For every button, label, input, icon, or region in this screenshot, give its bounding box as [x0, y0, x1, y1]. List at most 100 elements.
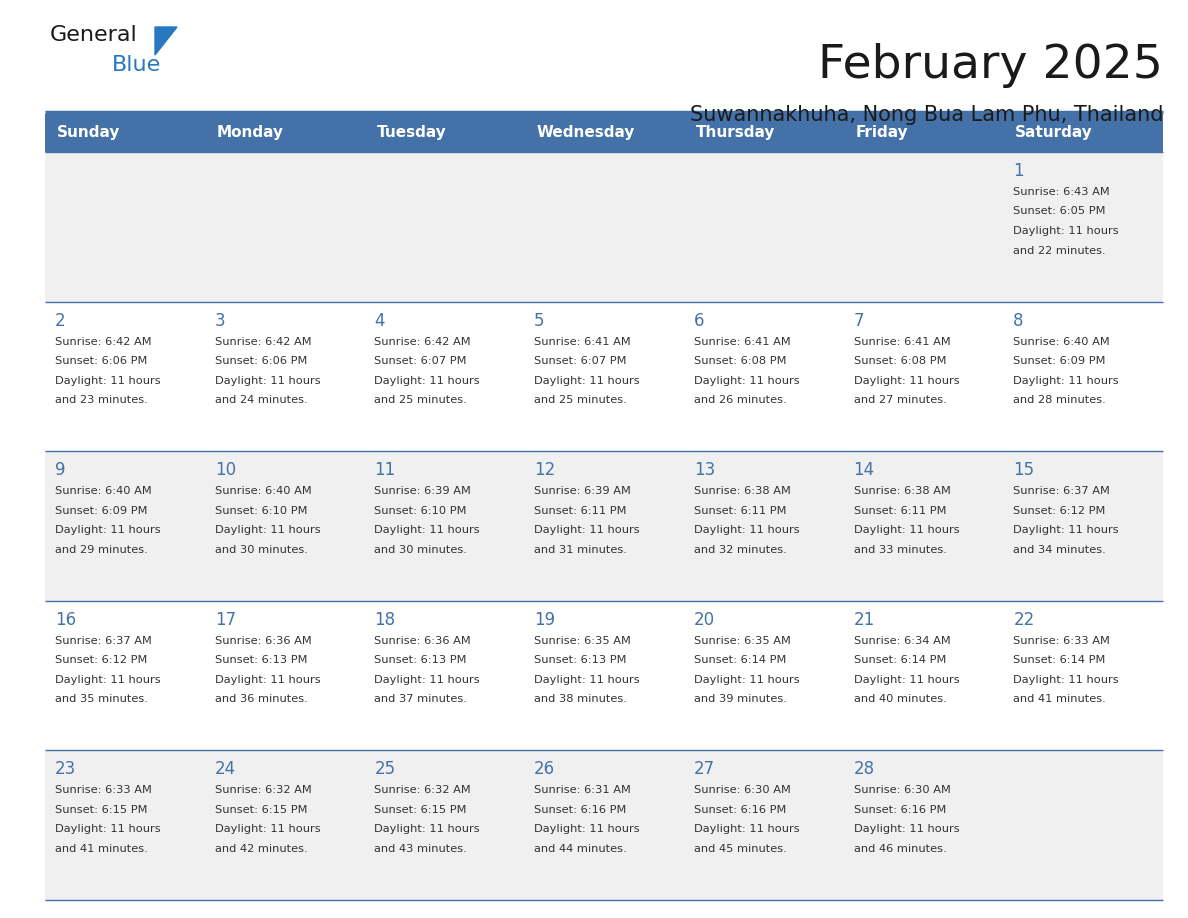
- Text: Daylight: 11 hours: Daylight: 11 hours: [215, 525, 321, 535]
- Text: Sunset: 6:15 PM: Sunset: 6:15 PM: [55, 805, 147, 815]
- Bar: [45, 114, 1163, 152]
- Text: 2: 2: [55, 311, 65, 330]
- Text: Sunset: 6:11 PM: Sunset: 6:11 PM: [694, 506, 786, 516]
- Text: and 33 minutes.: and 33 minutes.: [853, 544, 947, 554]
- Text: and 41 minutes.: and 41 minutes.: [1013, 694, 1106, 704]
- Text: Sunrise: 6:39 AM: Sunrise: 6:39 AM: [535, 487, 631, 497]
- Text: Thursday: Thursday: [696, 126, 776, 140]
- Text: 9: 9: [55, 461, 65, 479]
- Text: and 22 minutes.: and 22 minutes.: [1013, 245, 1106, 255]
- Text: Daylight: 11 hours: Daylight: 11 hours: [374, 824, 480, 834]
- Text: Sunset: 6:14 PM: Sunset: 6:14 PM: [1013, 655, 1106, 666]
- Text: Sunset: 6:12 PM: Sunset: 6:12 PM: [1013, 506, 1106, 516]
- Text: and 39 minutes.: and 39 minutes.: [694, 694, 786, 704]
- Text: 18: 18: [374, 610, 396, 629]
- Text: Daylight: 11 hours: Daylight: 11 hours: [853, 525, 959, 535]
- Text: Sunrise: 6:41 AM: Sunrise: 6:41 AM: [694, 337, 790, 347]
- Bar: [45, 750, 1163, 900]
- Text: 21: 21: [853, 610, 874, 629]
- Text: and 36 minutes.: and 36 minutes.: [215, 694, 308, 704]
- Text: Daylight: 11 hours: Daylight: 11 hours: [694, 675, 800, 685]
- Text: Daylight: 11 hours: Daylight: 11 hours: [853, 375, 959, 386]
- Text: and 40 minutes.: and 40 minutes.: [853, 694, 947, 704]
- Text: Sunset: 6:11 PM: Sunset: 6:11 PM: [853, 506, 946, 516]
- Text: Daylight: 11 hours: Daylight: 11 hours: [1013, 375, 1119, 386]
- Text: 5: 5: [535, 311, 544, 330]
- Text: Sunset: 6:10 PM: Sunset: 6:10 PM: [374, 506, 467, 516]
- Text: 11: 11: [374, 461, 396, 479]
- Text: and 31 minutes.: and 31 minutes.: [535, 544, 627, 554]
- Bar: [45, 600, 1163, 750]
- Text: 17: 17: [215, 610, 236, 629]
- Text: Sunset: 6:13 PM: Sunset: 6:13 PM: [535, 655, 626, 666]
- Text: Sunset: 6:08 PM: Sunset: 6:08 PM: [853, 356, 946, 366]
- Text: Daylight: 11 hours: Daylight: 11 hours: [1013, 675, 1119, 685]
- Text: Sunrise: 6:40 AM: Sunrise: 6:40 AM: [1013, 337, 1110, 347]
- Text: 3: 3: [215, 311, 226, 330]
- Text: 28: 28: [853, 760, 874, 778]
- Text: and 23 minutes.: and 23 minutes.: [55, 395, 147, 405]
- Text: Blue: Blue: [112, 55, 162, 75]
- Text: Suwannakhuha, Nong Bua Lam Phu, Thailand: Suwannakhuha, Nong Bua Lam Phu, Thailand: [689, 105, 1163, 125]
- Text: 13: 13: [694, 461, 715, 479]
- Text: Sunrise: 6:34 AM: Sunrise: 6:34 AM: [853, 636, 950, 645]
- Text: Daylight: 11 hours: Daylight: 11 hours: [694, 824, 800, 834]
- Text: Sunrise: 6:38 AM: Sunrise: 6:38 AM: [694, 487, 791, 497]
- Text: Sunrise: 6:33 AM: Sunrise: 6:33 AM: [1013, 636, 1110, 645]
- Text: and 25 minutes.: and 25 minutes.: [535, 395, 627, 405]
- Text: Daylight: 11 hours: Daylight: 11 hours: [1013, 226, 1119, 236]
- Text: Sunrise: 6:43 AM: Sunrise: 6:43 AM: [1013, 187, 1110, 197]
- Text: 4: 4: [374, 311, 385, 330]
- Text: Daylight: 11 hours: Daylight: 11 hours: [853, 824, 959, 834]
- Text: 25: 25: [374, 760, 396, 778]
- Text: 6: 6: [694, 311, 704, 330]
- Text: Sunset: 6:09 PM: Sunset: 6:09 PM: [1013, 356, 1106, 366]
- Text: Sunrise: 6:42 AM: Sunrise: 6:42 AM: [215, 337, 311, 347]
- Text: 22: 22: [1013, 610, 1035, 629]
- Text: Sunrise: 6:41 AM: Sunrise: 6:41 AM: [853, 337, 950, 347]
- Text: and 25 minutes.: and 25 minutes.: [374, 395, 467, 405]
- Text: Sunrise: 6:36 AM: Sunrise: 6:36 AM: [215, 636, 311, 645]
- Text: Sunset: 6:06 PM: Sunset: 6:06 PM: [215, 356, 307, 366]
- Text: 1: 1: [1013, 162, 1024, 180]
- Text: and 41 minutes.: and 41 minutes.: [55, 844, 147, 854]
- Polygon shape: [154, 27, 177, 55]
- Text: Sunset: 6:08 PM: Sunset: 6:08 PM: [694, 356, 786, 366]
- Text: Sunset: 6:15 PM: Sunset: 6:15 PM: [374, 805, 467, 815]
- Text: Sunday: Sunday: [57, 126, 120, 140]
- Text: Sunset: 6:13 PM: Sunset: 6:13 PM: [215, 655, 308, 666]
- Text: Sunrise: 6:36 AM: Sunrise: 6:36 AM: [374, 636, 472, 645]
- Text: Sunrise: 6:32 AM: Sunrise: 6:32 AM: [374, 786, 472, 795]
- Text: Sunrise: 6:42 AM: Sunrise: 6:42 AM: [55, 337, 152, 347]
- Text: 10: 10: [215, 461, 236, 479]
- Text: Sunset: 6:07 PM: Sunset: 6:07 PM: [535, 356, 626, 366]
- Text: Daylight: 11 hours: Daylight: 11 hours: [535, 824, 640, 834]
- Text: February 2025: February 2025: [819, 42, 1163, 87]
- Text: Sunset: 6:09 PM: Sunset: 6:09 PM: [55, 506, 147, 516]
- Text: Daylight: 11 hours: Daylight: 11 hours: [55, 675, 160, 685]
- Text: Sunset: 6:14 PM: Sunset: 6:14 PM: [853, 655, 946, 666]
- Text: Sunset: 6:10 PM: Sunset: 6:10 PM: [215, 506, 308, 516]
- Text: Sunrise: 6:33 AM: Sunrise: 6:33 AM: [55, 786, 152, 795]
- Text: and 27 minutes.: and 27 minutes.: [853, 395, 947, 405]
- Text: and 38 minutes.: and 38 minutes.: [535, 694, 627, 704]
- Text: and 37 minutes.: and 37 minutes.: [374, 694, 467, 704]
- Text: Tuesday: Tuesday: [377, 126, 447, 140]
- Text: Saturday: Saturday: [1016, 126, 1093, 140]
- Text: Sunrise: 6:35 AM: Sunrise: 6:35 AM: [694, 636, 791, 645]
- Text: Sunset: 6:15 PM: Sunset: 6:15 PM: [215, 805, 308, 815]
- Text: Sunrise: 6:31 AM: Sunrise: 6:31 AM: [535, 786, 631, 795]
- Bar: [45, 452, 1163, 600]
- Text: Sunset: 6:11 PM: Sunset: 6:11 PM: [535, 506, 626, 516]
- Text: 14: 14: [853, 461, 874, 479]
- Text: 24: 24: [215, 760, 236, 778]
- Text: Sunset: 6:05 PM: Sunset: 6:05 PM: [1013, 207, 1106, 217]
- Text: 16: 16: [55, 610, 76, 629]
- Text: Sunrise: 6:30 AM: Sunrise: 6:30 AM: [694, 786, 791, 795]
- Text: and 35 minutes.: and 35 minutes.: [55, 694, 147, 704]
- Text: 15: 15: [1013, 461, 1035, 479]
- Text: Daylight: 11 hours: Daylight: 11 hours: [215, 824, 321, 834]
- Text: Sunset: 6:16 PM: Sunset: 6:16 PM: [853, 805, 946, 815]
- Text: Wednesday: Wednesday: [536, 126, 634, 140]
- Text: Daylight: 11 hours: Daylight: 11 hours: [1013, 525, 1119, 535]
